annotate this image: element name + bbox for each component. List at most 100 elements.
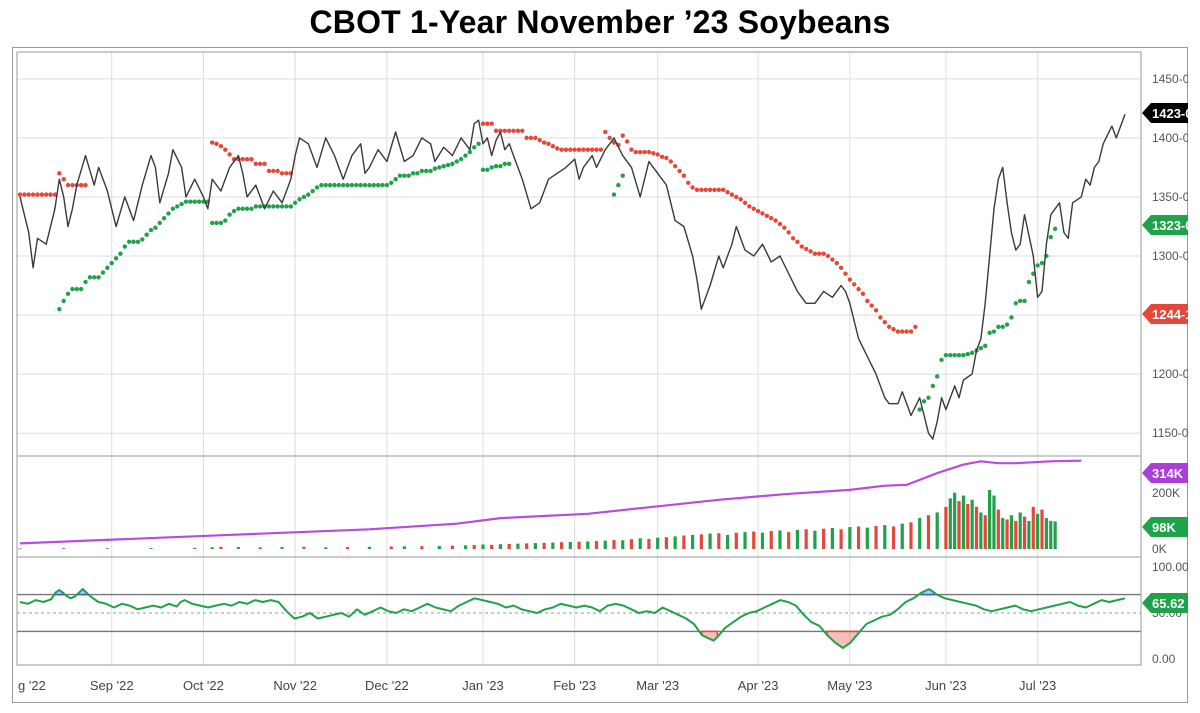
sar-dot [223, 218, 228, 223]
sar-dot [306, 192, 311, 197]
sar-dot [244, 156, 250, 162]
sar-dot [603, 129, 608, 135]
sar-dot [555, 146, 560, 151]
sar-dot [406, 173, 411, 178]
volume-bar [258, 547, 262, 549]
volume-bar [1053, 521, 1057, 549]
volume-bar [966, 504, 970, 549]
volume-bar [437, 545, 441, 549]
sar-dot [341, 182, 346, 188]
sar-dot [681, 173, 687, 178]
sar-dot [541, 140, 547, 145]
sar-dot [616, 182, 621, 188]
sar-dot [506, 128, 512, 133]
sar-dot [782, 225, 787, 230]
volume-bar [1031, 506, 1035, 549]
sar-dot [218, 143, 224, 149]
volume-bar [1001, 518, 1005, 549]
volume-bar [961, 495, 965, 549]
sar-dot [699, 187, 704, 193]
sar-dot [882, 319, 887, 325]
sar-dot [65, 291, 71, 296]
sar-dot [362, 182, 368, 188]
volume-badge-label: 98K [1152, 520, 1176, 535]
sar-dot [65, 182, 71, 188]
sar-dot [559, 147, 564, 152]
volume-bar [516, 543, 520, 549]
sar-dot [686, 180, 691, 185]
sar-dot [292, 200, 298, 206]
sar-up-badge-label: 1323-0 [1152, 218, 1188, 233]
sar-dot [930, 383, 936, 389]
volume-gridlines [111, 456, 1039, 557]
sar-dot [275, 168, 280, 174]
price-badge-shape [1142, 103, 1188, 123]
volume-bar [804, 529, 808, 549]
volume-bar [856, 526, 861, 549]
sar-dot [227, 212, 232, 217]
sar-dot [214, 141, 219, 146]
sar-dot [646, 149, 652, 155]
sar-down-badge-label: 1244-1 [1152, 307, 1188, 322]
sar-dot [533, 135, 538, 141]
sar-dot [179, 201, 184, 207]
volume-bar [638, 538, 642, 549]
sar-dot [419, 168, 425, 174]
volume-bar [472, 545, 476, 549]
sar-dot [271, 168, 276, 174]
sar-dot [371, 182, 376, 188]
sar-dot [493, 164, 499, 169]
sar-dot [445, 162, 451, 168]
sar-dot [196, 199, 202, 204]
sar-dot [480, 167, 486, 172]
x-tick-label: Oct '22 [183, 678, 224, 693]
rsi-badge-shape [1142, 593, 1188, 613]
sar-dot [332, 182, 337, 188]
volume-bar [992, 495, 996, 549]
volume-bar [1009, 515, 1014, 549]
volume-bar [280, 547, 284, 549]
sar-dot [550, 143, 556, 149]
volume-bar [420, 546, 424, 549]
sar-dot [956, 353, 962, 358]
volume-bar [559, 542, 564, 549]
sar-dot [1004, 322, 1010, 327]
sar-dot [218, 220, 224, 226]
sar-dot [288, 204, 293, 209]
sar-dot [485, 121, 490, 126]
sar-dot [240, 156, 245, 162]
x-tick-label: Sep '22 [90, 678, 134, 693]
sar-dot [742, 200, 748, 206]
sar-dot [44, 192, 49, 197]
volume-bar [970, 499, 974, 549]
volume-badge: 98K [1142, 517, 1188, 537]
sar-dot [209, 220, 215, 226]
sar-dot [284, 204, 289, 209]
sar-dot [734, 194, 739, 200]
sar-dot [258, 204, 263, 209]
sar-dot [319, 182, 324, 188]
sar-dot [240, 206, 245, 211]
sar-dot [423, 168, 429, 174]
sar-dot [694, 187, 700, 193]
sar-dot [777, 221, 783, 227]
volume-bar [1018, 512, 1022, 549]
sar-dot [87, 275, 93, 280]
sar-dot [148, 227, 154, 233]
price-tick-label: 1350-0 [1152, 190, 1188, 204]
sar-dot [30, 192, 36, 197]
sar-dot [244, 206, 250, 211]
sar-dot [57, 171, 62, 176]
volume-bar [813, 530, 817, 549]
sar-dot [236, 206, 241, 211]
sar-dot [493, 128, 499, 133]
price-badge-label: 1423-0 [1152, 106, 1188, 121]
volume-bar [612, 540, 616, 549]
sar-dot [834, 260, 839, 266]
sar-dot [900, 329, 905, 334]
volume-bar [900, 523, 904, 549]
volume-bar [778, 530, 782, 549]
volume-bar [219, 546, 223, 549]
sar-dot [266, 204, 272, 209]
x-tick-label: Feb '23 [553, 678, 596, 693]
